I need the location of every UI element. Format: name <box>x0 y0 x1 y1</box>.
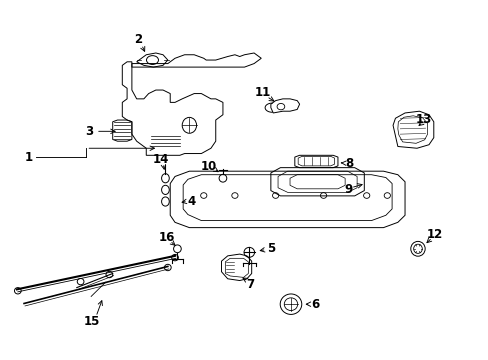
Text: 11: 11 <box>254 86 270 99</box>
Text: 1: 1 <box>25 150 33 163</box>
Text: 4: 4 <box>187 195 196 208</box>
Text: 9: 9 <box>344 183 352 196</box>
Text: 3: 3 <box>84 125 93 138</box>
Text: 12: 12 <box>426 228 443 241</box>
Text: 16: 16 <box>158 231 174 244</box>
Text: 2: 2 <box>134 33 142 46</box>
Text: 8: 8 <box>344 157 352 170</box>
Text: 10: 10 <box>200 160 216 173</box>
Text: 13: 13 <box>415 113 431 126</box>
Text: 6: 6 <box>311 298 319 311</box>
Text: 15: 15 <box>84 315 100 328</box>
Text: 7: 7 <box>245 278 254 291</box>
Text: 5: 5 <box>266 242 274 255</box>
Text: 14: 14 <box>152 153 168 166</box>
